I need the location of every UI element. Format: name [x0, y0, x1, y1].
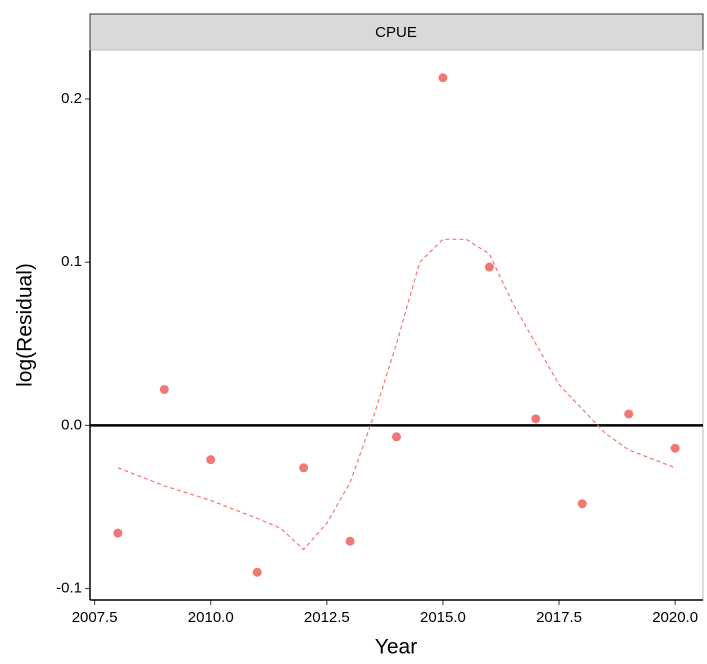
x-tick-label: 2012.5	[304, 609, 350, 626]
point	[531, 414, 541, 424]
facet-strip	[89, 13, 704, 51]
panel-border	[89, 49, 704, 601]
y-axis-title: log(Residual)	[14, 263, 37, 387]
point	[299, 463, 309, 473]
facet-label: CPUE	[375, 24, 417, 41]
y-tick-label: 0.2	[61, 90, 82, 107]
y-tick-label: 0.0	[61, 416, 82, 433]
point	[577, 499, 587, 509]
point	[438, 73, 448, 83]
x-tick-label: 2007.5	[72, 609, 118, 626]
point	[113, 528, 123, 538]
point	[159, 384, 169, 394]
point	[670, 443, 680, 453]
point	[252, 567, 262, 577]
x-tick-label: 2015.0	[420, 609, 466, 626]
x-tick-label: 2020.0	[652, 609, 698, 626]
point	[624, 409, 634, 419]
x-axis-title: Year	[375, 636, 417, 659]
point	[345, 536, 355, 546]
point	[392, 432, 401, 442]
point	[206, 455, 216, 465]
smooth-line	[117, 238, 676, 551]
y-tick-label: 0.1	[61, 253, 82, 270]
point	[484, 262, 494, 272]
x-tick-label: 2017.5	[536, 609, 582, 626]
x-tick-label: 2010.0	[188, 609, 234, 626]
y-tick-label: -0.1	[56, 580, 82, 597]
